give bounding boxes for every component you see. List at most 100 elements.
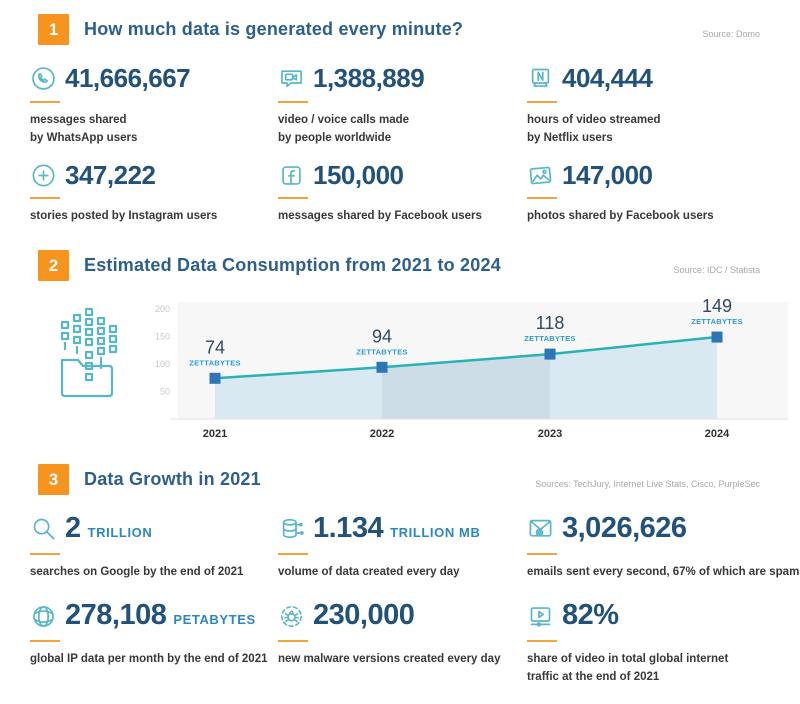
chart-marker (376, 362, 388, 374)
stat-label: video / voice calls made by people world… (278, 113, 410, 144)
section-1-title: How much data is generated every minute? (84, 19, 464, 39)
section-3-badge: 3 (38, 464, 69, 496)
data-folder-icon (54, 306, 134, 402)
stat-label: messages shared by WhatsApp users (30, 113, 138, 144)
stat-underline (30, 100, 60, 103)
stat-label: stories posted by Instagram users (30, 210, 218, 223)
stat-malware-versions: 230,000 new malware versions created eve… (278, 599, 527, 686)
stat-netflix-hours: 404,444 hours of video streamed by Netfl… (527, 63, 800, 148)
stat-label: new malware versions created every day (278, 652, 501, 665)
stat-value: 82% (562, 599, 619, 632)
stat-facebook-photos: 147,000 photos shared by Facebook users (527, 159, 800, 227)
stat-label: volume of data created every day (278, 565, 460, 578)
stat-instagram-stories: 347,222 stories posted by Instagram user… (30, 159, 278, 227)
section-3-stats-row-2: 278,108 PETABYTES global IP data per mon… (0, 599, 800, 686)
x-axis-tick-label: 2022 (370, 428, 394, 440)
stat-emails-sent: 3,026,626 emails sent every second, 67% … (527, 512, 800, 581)
globe-icon (30, 603, 57, 630)
stat-value: 1.134 (313, 512, 384, 545)
chart-value-label: 149 (702, 296, 732, 316)
stat-unit: TRILLION (87, 525, 153, 541)
section-3-stats-row-1: 2 TRILLION searches on Google by the end… (0, 512, 800, 581)
stat-video-calls: 1,388,889 video / voice calls made by pe… (278, 63, 527, 148)
section-2-badge: 2 (38, 250, 69, 282)
stat-label: photos shared by Facebook users (527, 210, 714, 223)
chart-area-band (550, 337, 717, 420)
stat-underline (527, 552, 557, 555)
stat-global-ip-data: 278,108 PETABYTES global IP data per mon… (30, 599, 278, 686)
netflix-icon (527, 65, 554, 92)
stat-value: 404,444 (562, 63, 653, 93)
section-1-badge: 1 (38, 14, 69, 45)
stat-underline (527, 639, 557, 642)
section-2-header: 2 Estimated Data Consumption from 2021 t… (0, 250, 800, 282)
stat-underline (527, 197, 557, 200)
chart-unit-label: ZETTABYTES (524, 334, 576, 343)
stat-label: messages shared by Facebook users (278, 210, 482, 223)
stat-underline (278, 100, 308, 103)
y-axis-tick-label: 150 (155, 332, 170, 342)
stat-data-volume: 1.134 TRILLION MB volume of data created… (278, 512, 527, 581)
stat-value: 150,000 (313, 159, 404, 190)
chart-area-band (215, 367, 382, 420)
facebook-icon (278, 162, 305, 189)
stat-underline (278, 639, 308, 642)
chart-marker (209, 373, 221, 385)
section-1-stats-row-1: 41,666,667 messages shared by WhatsApp u… (0, 63, 800, 148)
stat-value: 230,000 (313, 599, 415, 632)
x-axis-tick-label: 2023 (538, 428, 562, 440)
stat-value: 3,026,626 (562, 512, 687, 545)
stat-google-searches: 2 TRILLION searches on Google by the end… (30, 512, 278, 581)
instagram-icon (30, 162, 57, 189)
stat-underline (527, 100, 557, 103)
stat-label: hours of video streamed by Netflix users (527, 113, 661, 144)
stat-label: global IP data per month by the end of 2… (30, 652, 268, 665)
chart-area-band (382, 354, 550, 420)
section-1-header: 1 How much data is generated every minut… (0, 14, 800, 45)
email-icon (527, 515, 554, 542)
section-3-header: 3 Data Growth in 2021 Sources: TechJury,… (0, 464, 800, 496)
section-3-source: Sources: TechJury, Internet Live Stats, … (535, 478, 760, 489)
video-call-icon (278, 65, 305, 92)
stat-underline (278, 197, 308, 200)
stat-value: 278,108 (65, 599, 167, 632)
chart-unit-label: ZETTABYTES (691, 317, 743, 326)
x-axis-tick-label: 2024 (705, 428, 730, 440)
x-axis-tick-label: 2021 (203, 428, 227, 440)
y-axis-tick-label: 50 (160, 387, 170, 397)
chart-marker (544, 348, 556, 360)
stat-underline (30, 639, 60, 642)
database-icon (278, 515, 305, 542)
section-2-title: Estimated Data Consumption from 2021 to … (84, 255, 501, 276)
section-3-title: Data Growth in 2021 (84, 469, 261, 490)
stat-underline (30, 552, 60, 555)
chart-value-label: 94 (372, 327, 392, 347)
y-axis-tick-label: 100 (155, 359, 170, 369)
stat-video-traffic-share: 82% share of video in total global inter… (527, 599, 800, 686)
chart-line (214, 336, 718, 380)
stat-facebook-messages: 150,000 messages shared by Facebook user… (278, 159, 527, 227)
section-1-source: Source: Domo (702, 28, 760, 39)
stat-label: searches on Google by the end of 2021 (30, 565, 244, 578)
whatsapp-icon (30, 65, 57, 92)
search-icon (30, 515, 57, 542)
stat-value: 347,222 (65, 159, 156, 190)
stat-underline (278, 552, 308, 555)
stat-label: share of video in total global internet … (527, 652, 729, 683)
data-consumption-chart: 50 100 150 200 74 ZETTABYTES 2021 94 ZETTABYTES 2… (30, 294, 790, 446)
video-player-icon (527, 603, 554, 630)
stat-value: 1,388,889 (313, 63, 425, 93)
stat-value: 147,000 (562, 159, 653, 190)
stat-whatsapp-messages: 41,666,667 messages shared by WhatsApp u… (30, 63, 278, 148)
chart-value-label: 118 (536, 313, 565, 333)
stat-underline (30, 197, 60, 200)
stat-label: emails sent every second, 67% of which a… (527, 565, 800, 578)
stat-value: 2 (65, 512, 81, 545)
stat-unit: TRILLION MB (390, 525, 481, 541)
chart-value-label: 74 (205, 338, 225, 358)
chart-marker (711, 331, 723, 343)
section-1-stats-row-2: 347,222 stories posted by Instagram user… (0, 159, 800, 227)
chart-unit-label: ZETTABYTES (356, 348, 408, 357)
section-2-source: Source: IDC / Statista (673, 264, 760, 275)
stat-value: 41,666,667 (65, 63, 191, 93)
